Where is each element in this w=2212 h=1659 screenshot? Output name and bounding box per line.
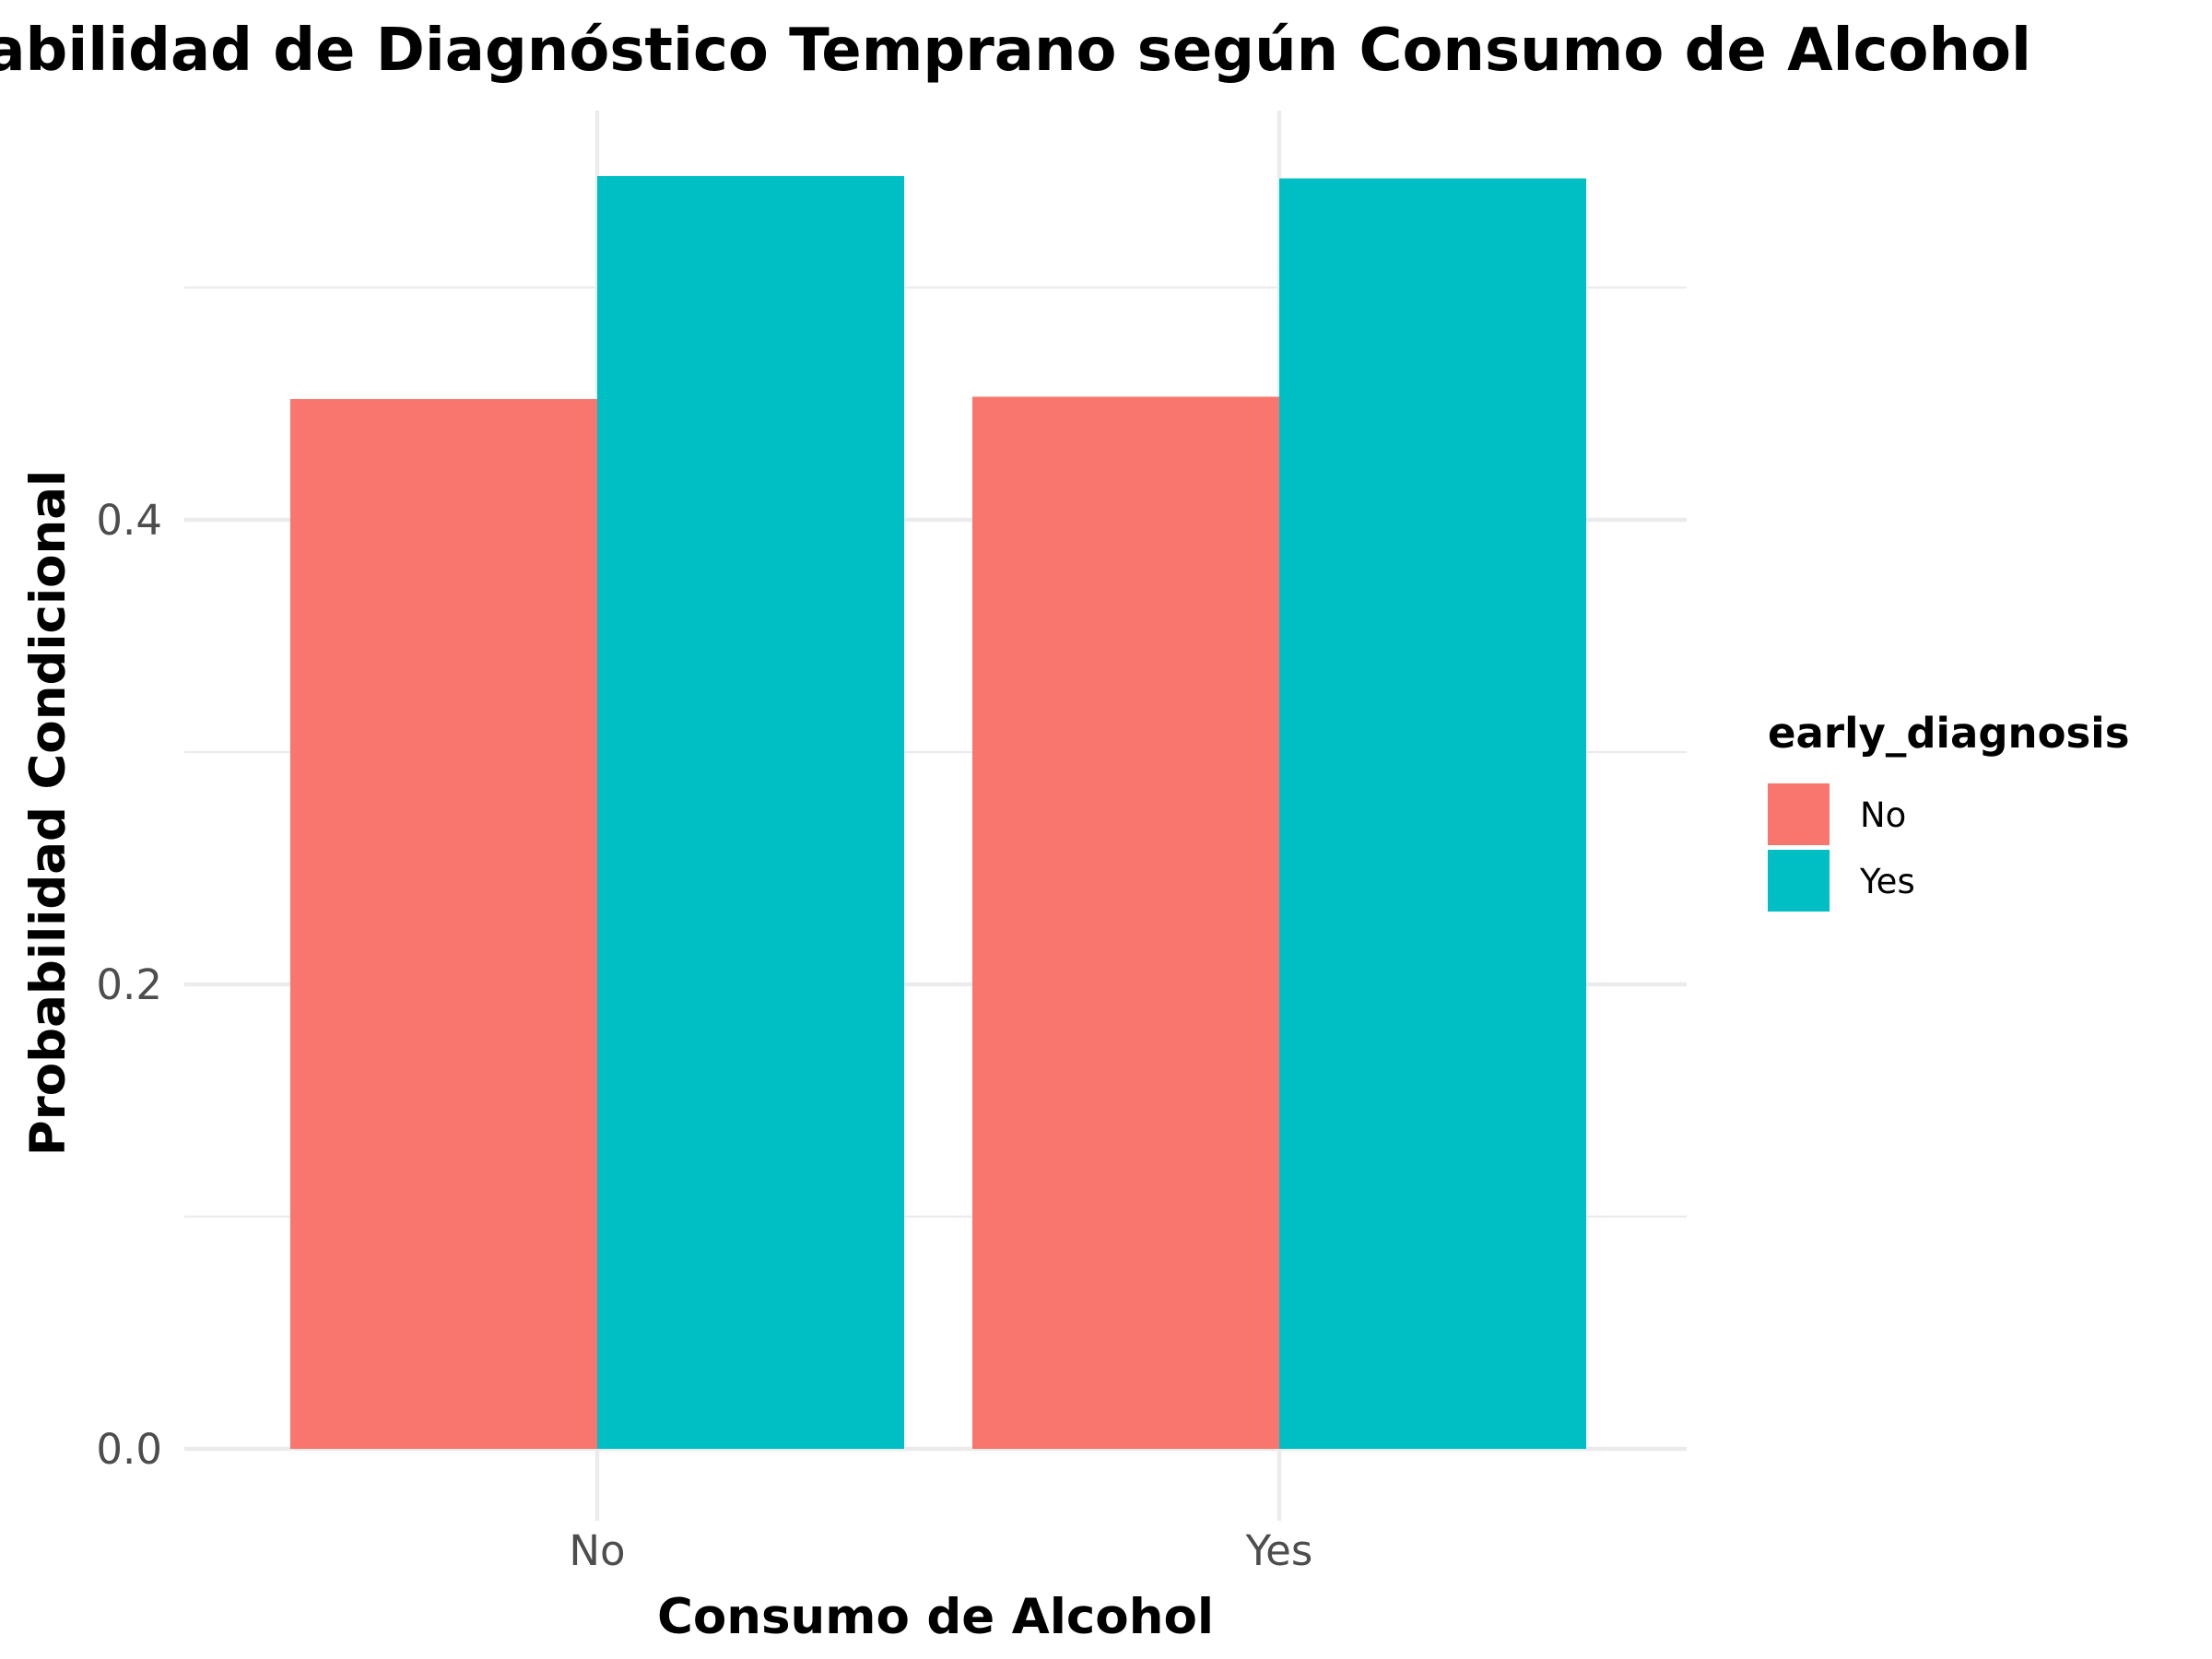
- bar-yes-yes: [1279, 178, 1586, 1449]
- legend: early_diagnosis No Yes: [1768, 709, 2130, 912]
- y-tick-label: 0.4: [96, 496, 162, 545]
- legend-title: early_diagnosis: [1768, 709, 2130, 758]
- legend-swatch-no: [1768, 783, 1830, 845]
- x-tick-label: No: [569, 1526, 625, 1575]
- x-tick-label: Yes: [1245, 1526, 1313, 1575]
- bar-no-no: [290, 398, 597, 1450]
- y-axis-ticks: 0.0 0.2 0.4: [96, 496, 162, 1474]
- legend-swatch-yes: [1768, 850, 1830, 912]
- bars: [290, 176, 1586, 1450]
- legend-label-no: No: [1860, 795, 1906, 835]
- bar-yes-no: [972, 396, 1279, 1450]
- legend-entries: No Yes: [1768, 783, 1915, 912]
- y-axis-title: Probabilidad Condicional: [20, 470, 76, 1156]
- y-tick-label: 0.0: [96, 1425, 162, 1474]
- legend-label-yes: Yes: [1859, 862, 1915, 901]
- y-tick-label: 0.2: [96, 960, 162, 1009]
- chart-title: Probabilidad de Diagnóstico Temprano seg…: [0, 17, 2031, 85]
- bar-no-yes: [597, 176, 904, 1449]
- x-axis-title: Consumo de Alcohol: [657, 1589, 1214, 1645]
- x-axis-ticks: No Yes: [569, 1526, 1312, 1575]
